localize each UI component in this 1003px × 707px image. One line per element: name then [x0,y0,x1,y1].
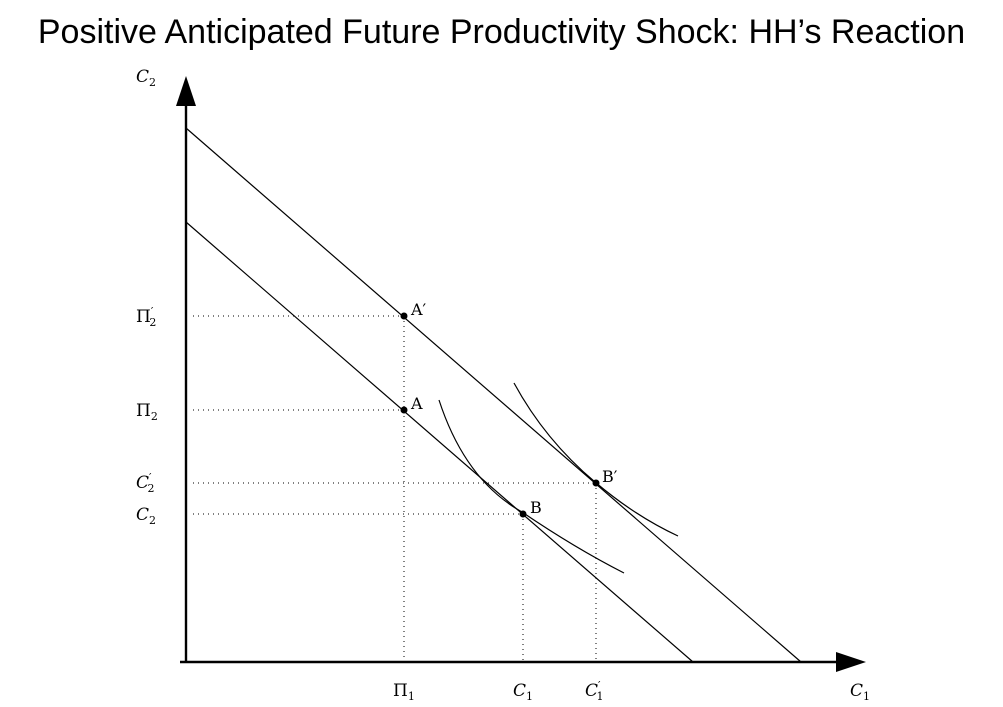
point-b-label: B [530,498,542,517]
original-budget-line [185,221,694,663]
point-b-prime-label: B′ [602,467,618,486]
x-tick-c1-prime: C′ 1 [585,679,604,703]
indifference-curve-original [438,399,625,574]
x-axis-label: C1 [850,681,870,703]
y-tick-c2-prime: C′ 2 [136,471,155,495]
x-tick-pi1: Π1 [393,681,415,703]
y-tick-c2: C2 [136,505,156,527]
x-tick-c1: C1 [513,681,533,703]
new-budget-line [185,127,802,663]
point-a [400,406,408,414]
point-b [519,510,527,518]
point-a-label: A [410,394,423,413]
diagram-title: Positive Anticipated Future Productivity… [37,13,966,51]
y-tick-pi2-prime: Π′ 2 [136,305,156,329]
point-a-prime [400,312,408,320]
point-b-prime [592,479,600,487]
y-axis-label: C2 [136,67,156,89]
y-tick-pi2: Π2 [136,401,158,423]
x-axis-arrowhead [836,652,866,672]
point-a-prime-label: A′ [410,300,427,319]
y-axis-arrowhead [176,76,196,106]
